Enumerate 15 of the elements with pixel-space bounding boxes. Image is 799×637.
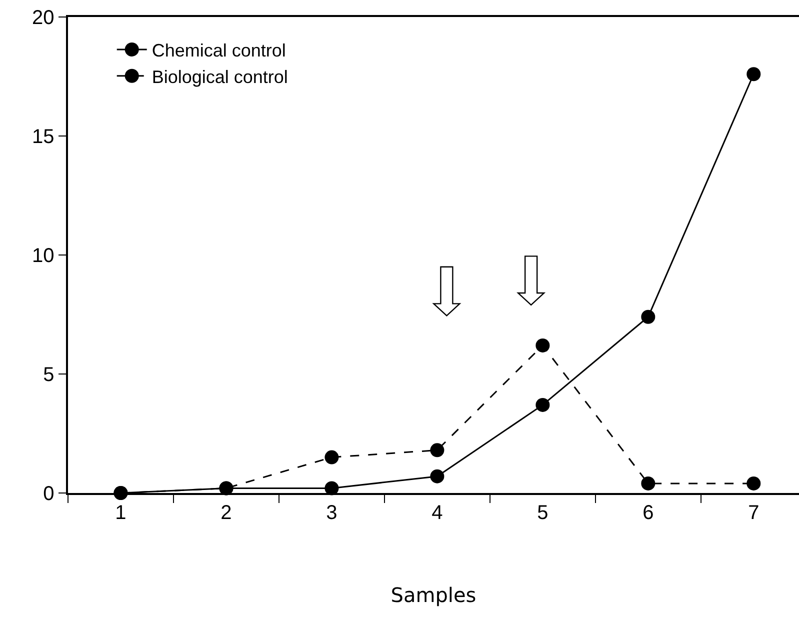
y-tick-label: 20 bbox=[32, 7, 54, 29]
x-tick-label: 1 bbox=[115, 502, 126, 524]
y-tick-label: 0 bbox=[43, 483, 54, 505]
x-tick-label: 4 bbox=[432, 502, 443, 524]
x-axis-title: Samples bbox=[390, 582, 476, 607]
x-tick-label: 6 bbox=[642, 502, 654, 524]
y-tick-label: 15 bbox=[32, 126, 54, 148]
x-tick-label: 7 bbox=[748, 502, 760, 524]
x-tick-label: 3 bbox=[326, 502, 338, 524]
x-tick-label: 2 bbox=[220, 502, 232, 524]
y-tick-label: 5 bbox=[43, 364, 54, 386]
y-tick-label: 10 bbox=[32, 245, 54, 267]
legend-label: Chemical control bbox=[152, 40, 286, 60]
legend-label: Biological control bbox=[152, 66, 288, 87]
x-tick-label: 5 bbox=[537, 502, 548, 524]
